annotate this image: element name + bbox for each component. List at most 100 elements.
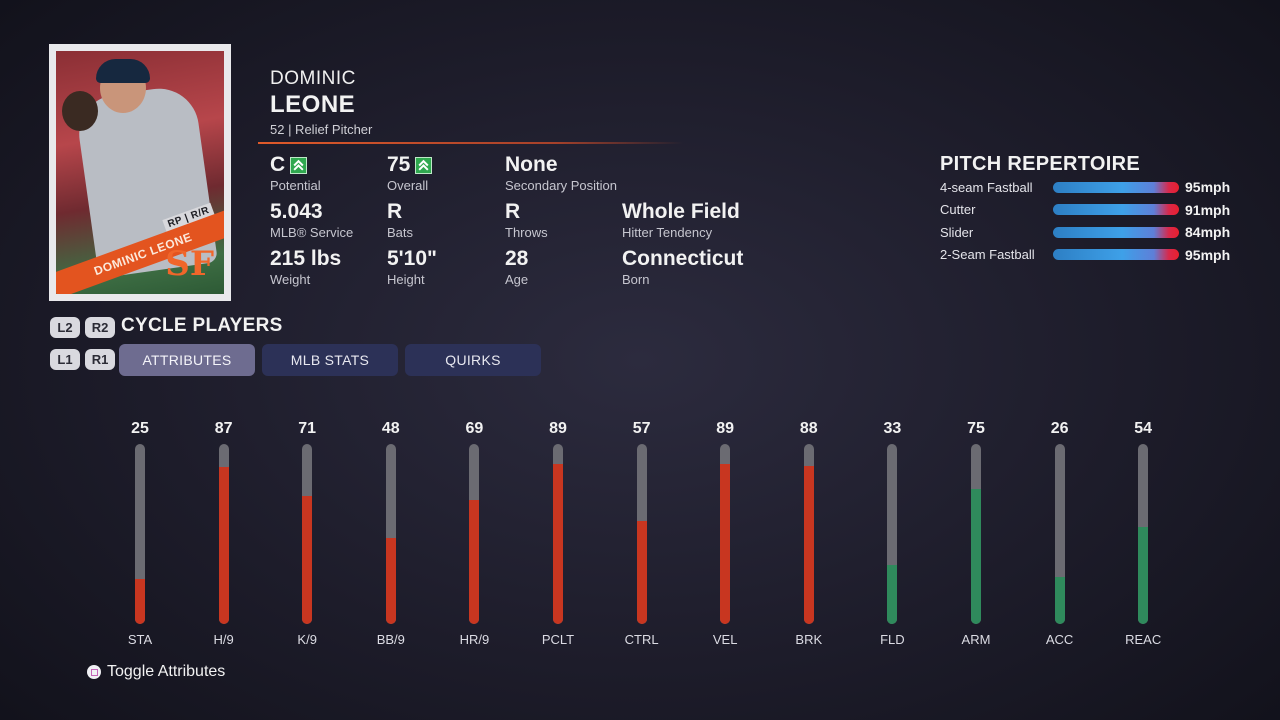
info-hitter-tendency: Whole Field Hitter Tendency xyxy=(622,200,740,240)
info-height-label: Height xyxy=(387,272,425,287)
attribute-pclt: 89 PCLT xyxy=(528,420,588,647)
attribute-bar-fill xyxy=(887,564,898,624)
player-number-position: 52 | Relief Pitcher xyxy=(270,122,373,137)
info-bats: R Bats xyxy=(387,200,413,240)
attribute-value: 89 xyxy=(716,420,735,437)
info-born-value: Connecticut xyxy=(622,247,743,271)
attribute-name: CTRL xyxy=(624,632,659,647)
attribute-bar-track xyxy=(553,444,563,624)
attribute-value: 89 xyxy=(549,420,567,437)
attribute-fld: 33 FLD xyxy=(862,420,922,647)
attribute-bar-track xyxy=(971,444,981,624)
attribute-bar-track xyxy=(636,444,647,624)
attribute-bar-track xyxy=(803,444,814,624)
info-potential-value: C xyxy=(270,153,321,177)
info-secondary-position-value: None xyxy=(505,153,617,177)
attribute-value: 71 xyxy=(298,420,317,437)
info-throws: R Throws xyxy=(505,200,548,240)
attribute-bar-track xyxy=(385,444,396,624)
attribute-bar-fill xyxy=(469,499,480,624)
tab-mlb-stats[interactable]: MLB STATS xyxy=(262,344,398,376)
toggle-attributes-hint[interactable]: Toggle Attributes xyxy=(87,663,225,681)
attribute-bar-fill xyxy=(720,463,731,624)
info-throws-label: Throws xyxy=(505,225,548,240)
info-weight: 215 lbs Weight xyxy=(270,247,341,287)
attribute-vel: 89 VEL xyxy=(695,420,755,647)
attribute-bar-track xyxy=(135,444,145,624)
info-overall-label: Overall xyxy=(387,178,429,193)
info-value-text: R xyxy=(505,200,521,223)
info-throws-value: R xyxy=(505,200,548,224)
name-divider xyxy=(258,142,683,144)
attribute-name: BRK xyxy=(795,632,823,647)
info-bats-label: Bats xyxy=(387,225,414,240)
player-first-name: DOMINIC xyxy=(270,68,356,89)
attribute-acc: 26 ACC xyxy=(1030,420,1090,647)
cycle-players-label: CYCLE PLAYERS xyxy=(121,315,283,336)
attribute-bar-fill xyxy=(971,489,981,624)
info-value-text: 75 xyxy=(387,153,411,176)
attribute-bar-fill xyxy=(385,537,396,624)
attribute-bar-track xyxy=(720,444,731,624)
pitch-row: 4-seam Fastball 95mph xyxy=(940,177,1230,197)
pitch-row: 2-Seam Fastball 95mph xyxy=(940,245,1230,265)
attribute-value: 26 xyxy=(1050,420,1069,437)
info-age-label: Age xyxy=(505,272,529,287)
r2-button-icon[interactable]: R2 xyxy=(85,317,115,338)
attribute-value: 69 xyxy=(465,420,484,437)
attribute-bar-fill xyxy=(803,465,814,624)
attribute-bb9: 48 BB/9 xyxy=(361,420,421,647)
attribute-k9: 71 K/9 xyxy=(277,420,337,647)
info-age: 28 Age xyxy=(505,247,528,287)
attribute-bar-fill xyxy=(218,467,229,624)
toggle-attributes-label: Toggle Attributes xyxy=(107,663,226,680)
attribute-value: 88 xyxy=(799,420,818,437)
attribute-bar-fill xyxy=(1138,526,1149,624)
tab-attributes[interactable]: ATTRIBUTES xyxy=(119,344,255,376)
r1-button-icon[interactable]: R1 xyxy=(85,349,115,370)
attribute-value: 57 xyxy=(632,420,651,437)
attribute-value: 48 xyxy=(381,420,400,437)
attribute-bar-fill xyxy=(1054,577,1065,624)
info-hitter-tendency-label: Hitter Tendency xyxy=(622,225,713,240)
info-born: Connecticut Born xyxy=(622,247,743,287)
info-age-value: 28 xyxy=(505,247,528,271)
attribute-name: ARM xyxy=(961,632,991,647)
attribute-value: 75 xyxy=(967,420,985,437)
info-secondary-position-label: Secondary Position xyxy=(505,178,618,193)
double-chevron-up-icon xyxy=(290,156,308,174)
attribute-name: K/9 xyxy=(297,632,317,647)
info-mlb-service-label: MLB® Service xyxy=(270,225,354,240)
player-card: RP | R/R DOMINIC LEONE SF xyxy=(49,44,231,301)
attribute-value: 54 xyxy=(1134,420,1153,437)
info-secondary-position: None Secondary Position xyxy=(505,153,617,193)
attribute-bar-fill xyxy=(553,463,563,624)
l2-button-icon[interactable]: L2 xyxy=(50,317,80,338)
pitch-speed: 95mph xyxy=(1185,246,1231,263)
attribute-reac: 54 REAC xyxy=(1113,420,1173,647)
square-button-icon xyxy=(87,665,101,679)
attribute-bar-track xyxy=(469,444,480,624)
pitch-speed: 84mph xyxy=(1185,224,1231,240)
pitch-speed-bar xyxy=(1053,249,1179,260)
team-logo: SF xyxy=(165,244,214,284)
attribute-bar-fill xyxy=(135,579,145,624)
info-value-text: 28 xyxy=(505,247,529,270)
tab-quirks[interactable]: QUIRKS xyxy=(405,344,541,376)
player-last-name: LEONE xyxy=(270,91,356,118)
pitch-name: Slider xyxy=(940,224,974,240)
pitch-row: Cutter 91mph xyxy=(940,200,1230,220)
info-value-text: 5.043 xyxy=(270,200,323,223)
info-bats-value: R xyxy=(387,200,413,224)
attribute-value: 25 xyxy=(131,420,149,437)
attribute-name: REAC xyxy=(1125,632,1162,647)
glove-illustration xyxy=(62,91,98,131)
attribute-name: VEL xyxy=(712,632,738,647)
info-potential-label: Potential xyxy=(270,178,321,193)
info-height: 5'10" Height xyxy=(387,247,437,287)
pitch-name: 4-seam Fastball xyxy=(940,179,1033,195)
attribute-sta: 25 STA xyxy=(110,420,170,647)
pitch-repertoire-title: PITCH REPERTOIRE xyxy=(940,153,1141,175)
l1-button-icon[interactable]: L1 xyxy=(50,349,80,370)
attribute-h9: 87 H/9 xyxy=(194,420,254,647)
